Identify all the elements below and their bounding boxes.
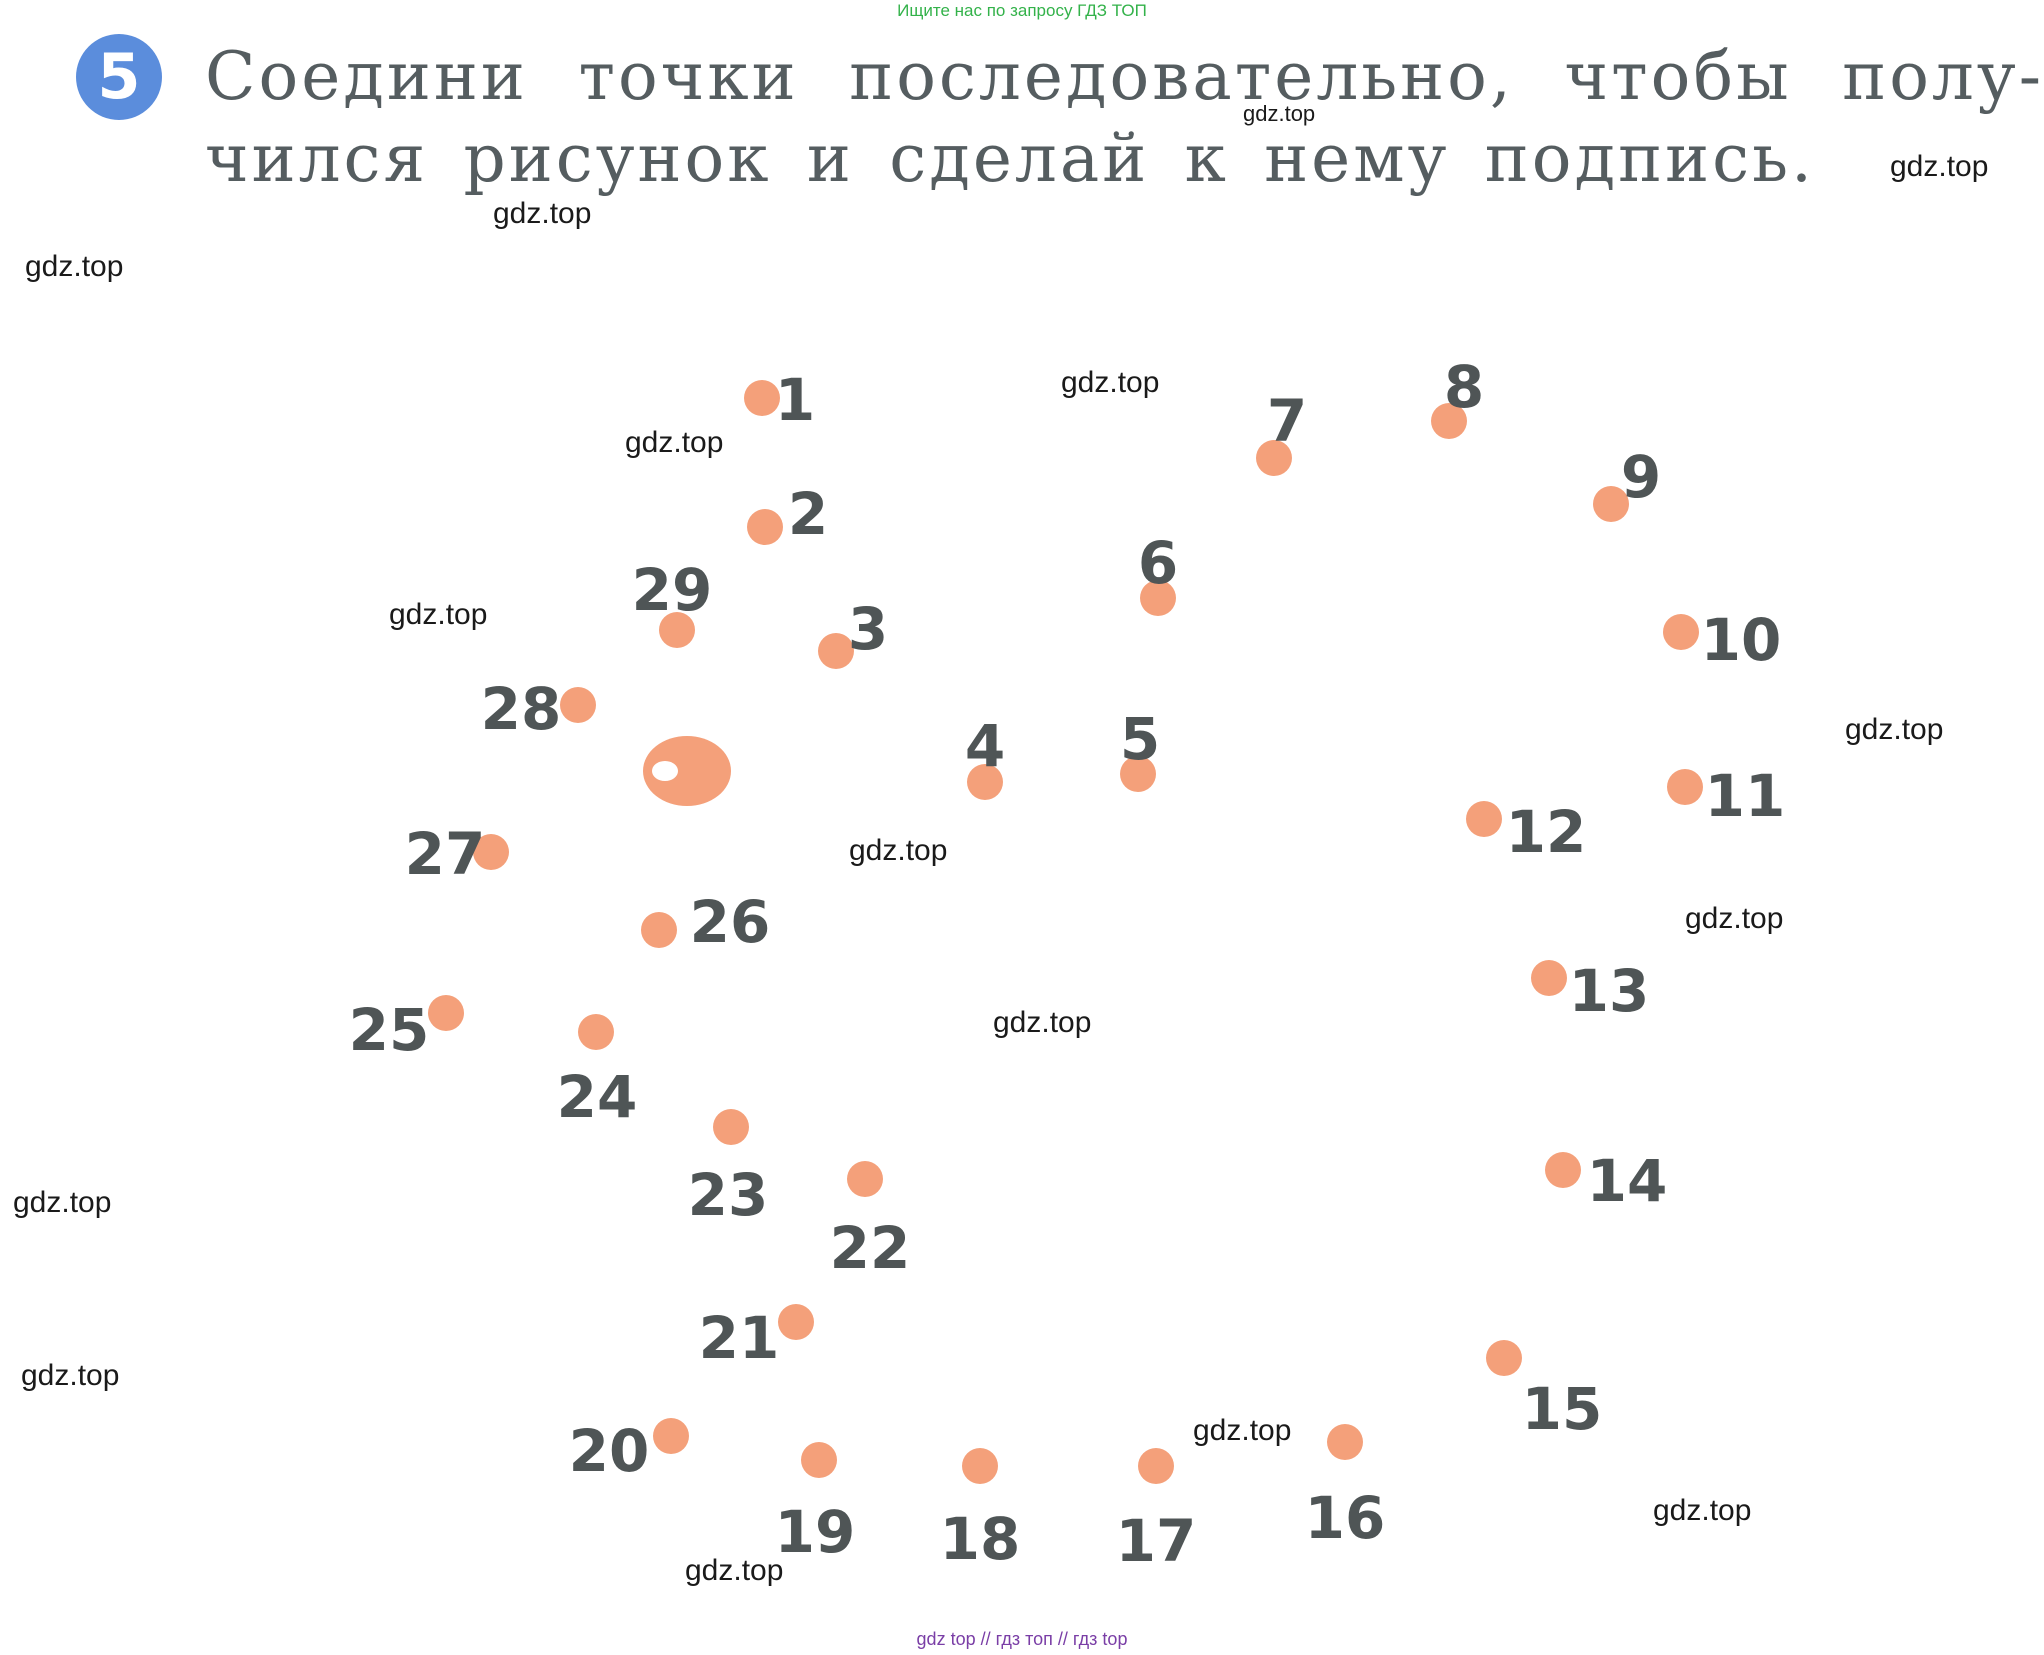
dot-label-12: 12 — [1506, 798, 1587, 866]
task-instruction-line-2: чился рисунок и сделай к нему подпись. — [205, 120, 1815, 197]
dot-label-25: 25 — [349, 996, 430, 1064]
watermark: gdz.top — [389, 598, 488, 631]
watermark: gdz.top — [1193, 1414, 1292, 1447]
dot-3 — [818, 633, 854, 669]
dot-label-29: 29 — [632, 556, 713, 624]
watermark: gdz.top — [685, 1554, 784, 1587]
dot-label-10: 10 — [1701, 606, 1782, 674]
dot-label-18: 18 — [940, 1505, 1021, 1573]
dot-10 — [1663, 614, 1699, 650]
watermark: gdz.top — [1845, 713, 1944, 746]
watermark: gdz.top — [993, 1006, 1092, 1039]
watermark: gdz.top — [1243, 101, 1316, 126]
watermark: gdz.top — [1685, 902, 1784, 935]
dot-label-2: 2 — [788, 480, 828, 548]
watermark: gdz.top — [625, 426, 724, 459]
dot-29 — [659, 612, 695, 648]
dot-17 — [1138, 1448, 1174, 1484]
dot-label-9: 9 — [1621, 443, 1661, 511]
dot-label-26: 26 — [690, 888, 771, 956]
dot-18 — [962, 1448, 998, 1484]
dot-6 — [1140, 580, 1176, 616]
dot-label-7: 7 — [1267, 387, 1307, 455]
dot-label-3: 3 — [848, 595, 888, 663]
dot-label-16: 16 — [1305, 1484, 1386, 1552]
dot-7 — [1256, 440, 1292, 476]
dot-2 — [747, 509, 783, 545]
watermark: gdz.top — [1890, 150, 1989, 183]
dot-label-24: 24 — [557, 1063, 638, 1131]
dot-13 — [1531, 960, 1567, 996]
dot-24 — [578, 1014, 614, 1050]
dot-1 — [744, 380, 780, 416]
watermark: gdz.top — [493, 197, 592, 230]
watermark: gdz.top — [21, 1359, 120, 1392]
dot-14 — [1545, 1152, 1581, 1188]
dot-label-28: 28 — [481, 675, 562, 743]
dot-9 — [1593, 486, 1629, 522]
dot-12 — [1466, 801, 1502, 837]
eye-icon — [643, 736, 731, 806]
dot-4 — [967, 764, 1003, 800]
dot-label-8: 8 — [1444, 353, 1484, 421]
watermark: gdz.top — [1653, 1494, 1752, 1527]
dot-label-19: 19 — [775, 1498, 856, 1566]
dot-19 — [801, 1442, 837, 1478]
task-number-badge: 5 — [76, 34, 162, 120]
dot-label-23: 23 — [688, 1161, 769, 1229]
dot-11 — [1667, 769, 1703, 805]
dot-25 — [428, 995, 464, 1031]
watermark: gdz.top — [1061, 366, 1160, 399]
dot-label-6: 6 — [1138, 529, 1178, 597]
dot-16 — [1327, 1424, 1363, 1460]
task-instruction: Соедини точки последовательно, чтобы пол… — [205, 36, 2044, 200]
dot-22 — [847, 1161, 883, 1197]
watermark: gdz.top — [25, 250, 124, 283]
dot-label-15: 15 — [1522, 1375, 1603, 1443]
task-instruction-line-1: Соедини точки последовательно, чтобы пол… — [205, 38, 2044, 115]
dot-8 — [1431, 403, 1467, 439]
dot-21 — [778, 1304, 814, 1340]
dot-label-1: 1 — [775, 366, 815, 434]
dot-20 — [653, 1418, 689, 1454]
dot-label-22: 22 — [830, 1214, 911, 1282]
dot-label-11: 11 — [1705, 762, 1786, 830]
top-banner: Ищите нас по запросу ГДЗ ТОП — [897, 1, 1147, 20]
dot-label-5: 5 — [1120, 705, 1160, 773]
dot-label-17: 17 — [1116, 1507, 1197, 1575]
dot-23 — [713, 1109, 749, 1145]
bottom-banner: gdz top // гдз топ // гдз top — [916, 1629, 1128, 1649]
dot-5 — [1120, 756, 1156, 792]
dot-label-14: 14 — [1587, 1147, 1668, 1215]
dot-15 — [1486, 1340, 1522, 1376]
dot-label-4: 4 — [965, 712, 1005, 780]
dot-label-20: 20 — [569, 1417, 650, 1485]
dot-label-13: 13 — [1569, 957, 1650, 1025]
dot-label-21: 21 — [699, 1304, 780, 1372]
dot-label-27: 27 — [405, 820, 486, 888]
watermark: gdz.top — [849, 834, 948, 867]
dot-26 — [641, 912, 677, 948]
watermark: gdz.top — [13, 1186, 112, 1219]
dot-27 — [473, 834, 509, 870]
dot-28 — [560, 687, 596, 723]
